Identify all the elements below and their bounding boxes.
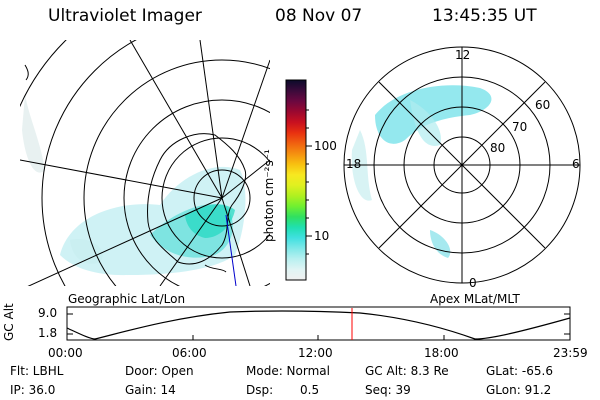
left-panel-caption: Geographic Lat/Lon bbox=[68, 292, 186, 306]
altitude-xtick-0000: 00:00 bbox=[48, 346, 83, 360]
spacecraft-track bbox=[225, 214, 237, 286]
meridian-lines bbox=[20, 40, 270, 286]
instrument-title: Ultraviolet Imager bbox=[48, 6, 202, 26]
info-filter: Flt: LBHL bbox=[10, 364, 64, 378]
altitude-ylabel: GC Alt bbox=[2, 303, 16, 341]
info-glat: GLat: -65.6 bbox=[486, 364, 553, 378]
altitude-xtick-2359: 23:59 bbox=[553, 346, 588, 360]
altitude-xtick-1200: 12:00 bbox=[298, 346, 333, 360]
aurora-emission-right bbox=[351, 85, 492, 258]
mlt-label-18: 18 bbox=[346, 157, 362, 171]
geographic-map bbox=[20, 40, 270, 286]
altitude-xtick-1800: 18:00 bbox=[424, 346, 459, 360]
info-ip: IP: 36.0 bbox=[10, 383, 56, 397]
altitude-plot bbox=[66, 306, 571, 341]
coastline-fragment bbox=[24, 64, 29, 81]
date-label: 08 Nov 07 bbox=[275, 6, 363, 26]
altitude-x-ticks bbox=[66, 335, 571, 340]
aurora-emission-left bbox=[22, 95, 246, 276]
mlat-label-60: 60 bbox=[535, 98, 551, 112]
colorbar bbox=[285, 79, 307, 281]
magnetic-dial bbox=[343, 46, 581, 284]
info-seq: Seq: 39 bbox=[365, 383, 411, 397]
mlt-spokes bbox=[344, 47, 580, 283]
info-gain: Gain: 14 bbox=[125, 383, 176, 397]
latitude-circles bbox=[20, 40, 270, 286]
mlt-label-0: 0 bbox=[469, 276, 477, 290]
mlat-label-80: 80 bbox=[490, 141, 506, 155]
altitude-ytick-low: 1.8 bbox=[38, 326, 58, 340]
altitude-xtick-0600: 06:00 bbox=[172, 346, 207, 360]
colorbar-tick-100: 100 bbox=[314, 139, 337, 153]
mlt-label-12: 12 bbox=[455, 48, 471, 62]
mlat-label-70: 70 bbox=[512, 120, 528, 134]
info-dsp-value: 0.5 bbox=[300, 383, 320, 397]
coastline-islands bbox=[204, 264, 227, 273]
colorbar-ticks bbox=[306, 109, 312, 255]
mlt-label-6: 6 bbox=[572, 157, 580, 171]
info-door: Door: Open bbox=[125, 364, 194, 378]
time-label: 13:45:35 UT bbox=[432, 6, 537, 26]
altitude-y-ticks bbox=[67, 313, 570, 335]
right-panel-caption: Apex MLat/MLT bbox=[430, 292, 520, 306]
colorbar-tick-10: 10 bbox=[314, 229, 330, 243]
info-dsp-label: Dsp: bbox=[246, 383, 274, 397]
altitude-curve bbox=[66, 310, 571, 340]
info-gc-alt: GC Alt: 8.3 Re bbox=[365, 364, 449, 378]
info-mode: Mode: Normal bbox=[246, 364, 330, 378]
altitude-ytick-high: 9.0 bbox=[38, 306, 58, 320]
info-glon: GLon: 91.2 bbox=[486, 383, 552, 397]
colorbar-unit-label: photon cm⁻²s⁻¹ bbox=[262, 149, 276, 242]
